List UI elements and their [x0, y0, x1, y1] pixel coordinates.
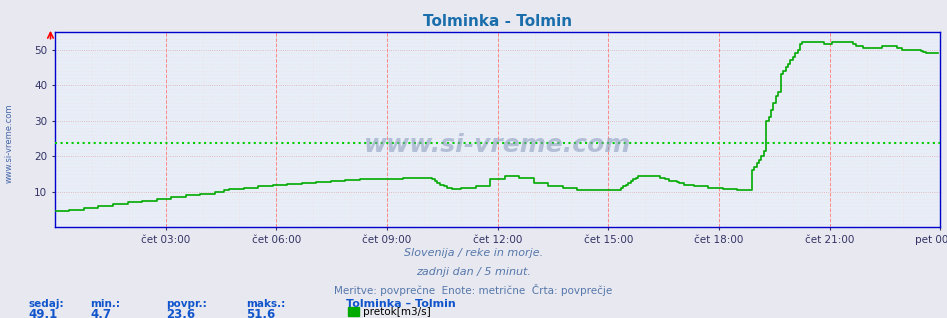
- Text: www.si-vreme.com: www.si-vreme.com: [5, 103, 14, 183]
- Title: Tolminka - Tolmin: Tolminka - Tolmin: [423, 14, 572, 29]
- Text: povpr.:: povpr.:: [166, 299, 206, 309]
- Text: 49,1: 49,1: [28, 308, 58, 318]
- Text: Tolminka – Tolmin: Tolminka – Tolmin: [346, 299, 456, 309]
- Text: maks.:: maks.:: [246, 299, 285, 309]
- Text: min.:: min.:: [90, 299, 120, 309]
- Text: 51,6: 51,6: [246, 308, 276, 318]
- Text: zadnji dan / 5 minut.: zadnji dan / 5 minut.: [416, 267, 531, 277]
- Text: 4,7: 4,7: [90, 308, 111, 318]
- Text: Meritve: povprečne  Enote: metrične  Črta: povprečje: Meritve: povprečne Enote: metrične Črta:…: [334, 284, 613, 296]
- Text: www.si-vreme.com: www.si-vreme.com: [364, 133, 632, 157]
- Text: 23,6: 23,6: [166, 308, 195, 318]
- Text: sedaj:: sedaj:: [28, 299, 64, 309]
- Text: Slovenija / reke in morje.: Slovenija / reke in morje.: [404, 248, 543, 258]
- Legend: pretok[m3/s]: pretok[m3/s]: [344, 303, 435, 318]
